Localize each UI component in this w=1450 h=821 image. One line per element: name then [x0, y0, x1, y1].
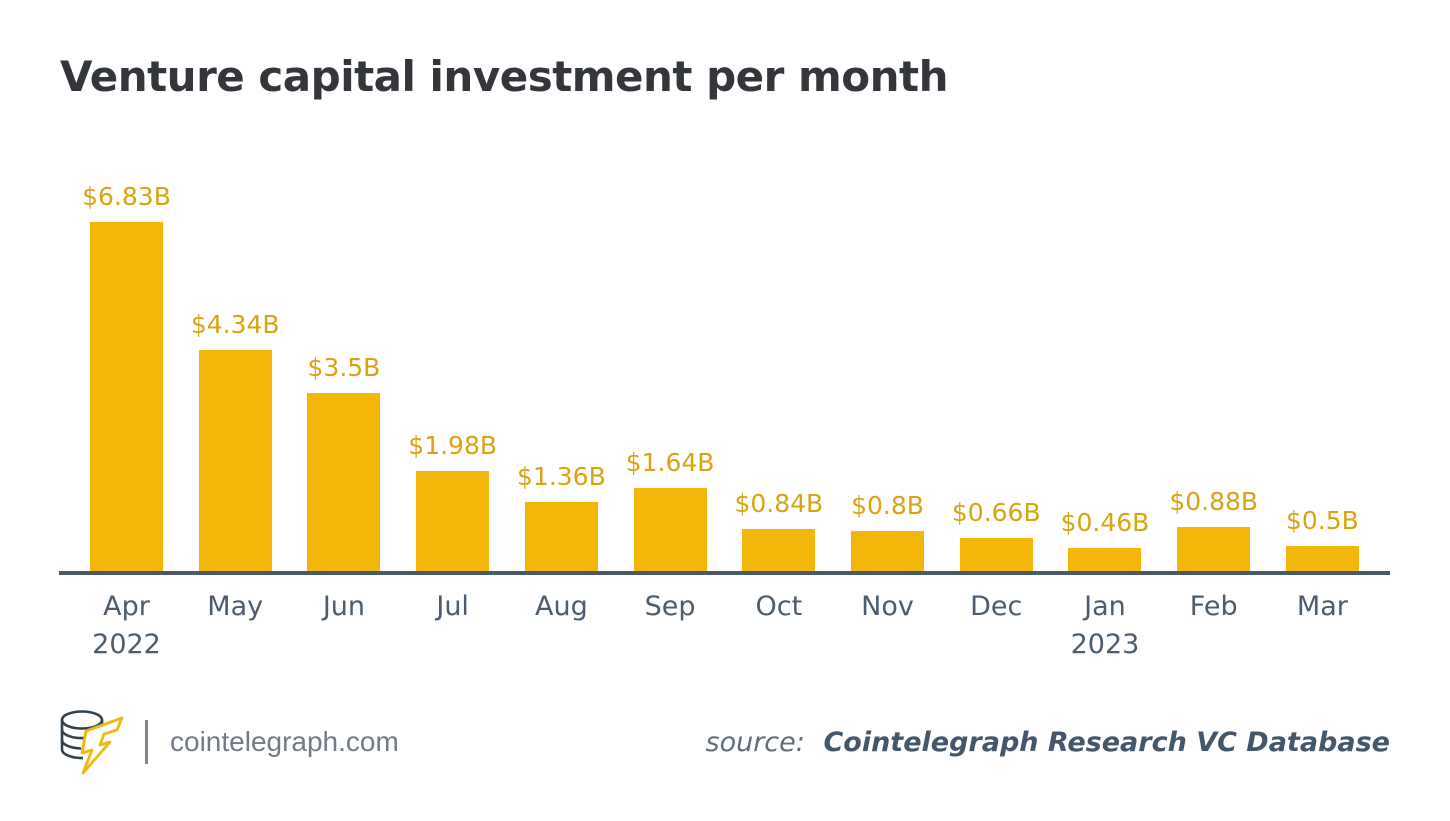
bar-column: $6.83B: [82, 182, 171, 572]
bar-column: $1.36B: [517, 462, 606, 572]
x-axis-tick: Jun: [307, 588, 380, 664]
bar-value-label: $3.5B: [307, 353, 381, 382]
footer: cointelegraph.com source: Cointelegraph …: [55, 702, 1390, 782]
bar: [851, 531, 925, 572]
bar: [1068, 548, 1142, 572]
x-axis-month-label: Mar: [1296, 591, 1348, 622]
source-name: Cointelegraph Research VC Database: [823, 726, 1390, 758]
page-title: Venture capital investment per month: [60, 52, 949, 101]
x-axis-month-label: Apr: [103, 591, 150, 622]
x-axis-month-label: Jan: [1084, 591, 1126, 622]
bar-chart: $6.83B $4.34B $3.5B $1.98B $1.36B $1.64B $0.84…: [59, 170, 1390, 572]
x-axis-tick: Nov: [851, 588, 924, 664]
bar-column: $0.84B: [734, 489, 823, 572]
bar: [416, 471, 490, 572]
bar: [742, 529, 816, 572]
bar-value-label: $6.83B: [82, 182, 171, 211]
x-axis-month-label: Sep: [644, 591, 696, 622]
bar-column: $3.5B: [307, 353, 381, 572]
bar-column: $0.88B: [1169, 487, 1258, 572]
x-axis-labels: Apr 2022 May Jun Jul Aug Sep Oct Nov Dec Jan 2023 Fe…: [59, 588, 1390, 664]
x-axis-month-label: Aug: [535, 591, 588, 622]
x-axis-year-label: 2022: [92, 629, 161, 660]
bar: [1177, 527, 1251, 572]
footer-divider: [145, 720, 148, 764]
site-label: cointelegraph.com: [170, 726, 399, 757]
x-axis-tick: Aug: [525, 588, 598, 664]
bar-column: $4.34B: [191, 310, 280, 572]
bar-column: $1.64B: [626, 448, 714, 572]
x-axis-tick: Apr 2022: [90, 588, 163, 664]
bar-value-label: $1.64B: [625, 448, 715, 477]
x-axis-month-label: Oct: [755, 591, 803, 622]
bar-value-label: $1.36B: [517, 462, 606, 491]
x-axis-month-label: Feb: [1189, 591, 1238, 622]
bar: [307, 393, 381, 572]
bar-value-label: $0.84B: [734, 489, 824, 518]
bar-column: $0.5B: [1285, 506, 1359, 572]
bar: [198, 350, 272, 572]
x-axis-year-label: 2023: [1070, 629, 1140, 660]
bar-value-label: $0.66B: [951, 498, 1041, 527]
x-axis-tick: Mar: [1286, 588, 1359, 664]
x-axis-tick: Feb: [1177, 588, 1250, 664]
bar-column: $0.66B: [952, 498, 1041, 572]
bar: [633, 488, 707, 572]
source-line: source: Cointelegraph Research VC Databa…: [706, 727, 1391, 758]
x-axis-month-label: May: [207, 591, 264, 622]
bar-value-label: $0.88B: [1169, 487, 1259, 516]
bar-column: $0.46B: [1061, 508, 1149, 572]
bar: [959, 538, 1033, 572]
x-axis-month-label: Nov: [861, 591, 914, 622]
x-axis-month-label: Dec: [970, 591, 1023, 622]
bar-value-label: $0.5B: [1285, 506, 1359, 535]
x-axis-month-label: Jul: [436, 591, 469, 622]
bar-value-label: $1.98B: [408, 431, 498, 460]
brand-block: cointelegraph.com: [55, 705, 399, 779]
cointelegraph-logo-icon: [60, 710, 124, 775]
x-axis-tick: Jan 2023: [1068, 588, 1141, 664]
x-axis-tick: Sep: [634, 588, 707, 664]
bar: [524, 502, 598, 572]
x-axis-tick: May: [199, 588, 272, 664]
source-prefix: source:: [705, 726, 805, 758]
x-axis-tick: Dec: [960, 588, 1033, 664]
bar: [1285, 546, 1359, 572]
bar-column: $1.98B: [408, 431, 497, 572]
bar-column: $0.8B: [851, 491, 925, 572]
x-axis-month-label: Jun: [322, 591, 366, 622]
bar-value-label: $0.46B: [1060, 508, 1150, 537]
x-axis-tick: Oct: [742, 588, 815, 664]
x-axis-tick: Jul: [416, 588, 489, 664]
x-axis-line: [59, 571, 1390, 575]
bar-value-label: $0.8B: [851, 491, 924, 520]
bar: [90, 222, 163, 572]
bar-value-label: $4.34B: [190, 310, 280, 339]
